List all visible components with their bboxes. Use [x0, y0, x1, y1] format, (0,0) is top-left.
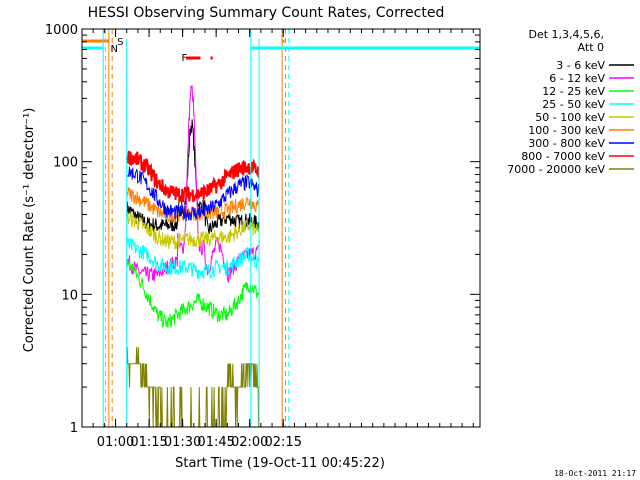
y-axis-label: Corrected Count Rate (s⁻¹ detector⁻¹): [22, 108, 37, 353]
x-tick-label-2: 01:30: [164, 435, 201, 450]
legend-label-0: 3 - 6 keV: [556, 59, 605, 72]
legend-label-8: 7000 - 20000 keV: [507, 163, 605, 176]
x-axis-label: Start Time (19-Oct-11 00:45:22): [175, 456, 385, 471]
legend-title-0: Det 1,3,4,5,6,: [528, 28, 604, 41]
legend-label-2: 12 - 25 keV: [542, 85, 605, 98]
y-axis: 1 10 100 1000: [45, 23, 480, 436]
x-tick-label-4: 02:00: [231, 435, 268, 450]
timestamp: 18-Oct-2011 21:17: [554, 469, 636, 478]
flag-marks: SN F: [82, 29, 480, 427]
series-line-4: [126, 211, 260, 250]
legend-label-7: 800 - 7000 keV: [521, 150, 605, 163]
y-tick-label-3: 1000: [45, 23, 78, 38]
series-line-6: [126, 166, 260, 222]
flag-label-N: N: [110, 44, 117, 55]
chart-title: HESSI Observing Summary Count Rates, Cor…: [88, 5, 445, 21]
series-line-0: [126, 119, 260, 235]
x-tick-label-0: 01:00: [97, 435, 134, 450]
y-tick-label-2: 100: [53, 156, 78, 171]
series-line-7: [125, 150, 260, 204]
y-tick-label-0: 1: [70, 421, 78, 436]
legend-label-5: 100 - 300 keV: [528, 124, 605, 137]
legend-label-4: 50 - 100 keV: [535, 111, 605, 124]
legend-title-1: Att 0: [578, 41, 604, 54]
x-tick-label-1: 01:15: [130, 435, 167, 450]
flag-label-S: S: [117, 37, 123, 48]
series-line-2: [126, 259, 260, 329]
legend-label-1: 6 - 12 keV: [549, 72, 605, 85]
y-tick-label-1: 10: [61, 288, 78, 303]
plot-frame: [81, 28, 481, 428]
x-tick-label-5: 02:15: [265, 435, 302, 450]
legend-label-3: 25 - 50 keV: [542, 98, 605, 111]
legend-label-6: 300 - 800 keV: [528, 137, 605, 150]
flag-label-F: F: [182, 53, 188, 64]
x-tick-label-3: 01:45: [197, 435, 234, 450]
series-line-3: [126, 237, 260, 280]
series-line-5: [126, 187, 260, 224]
